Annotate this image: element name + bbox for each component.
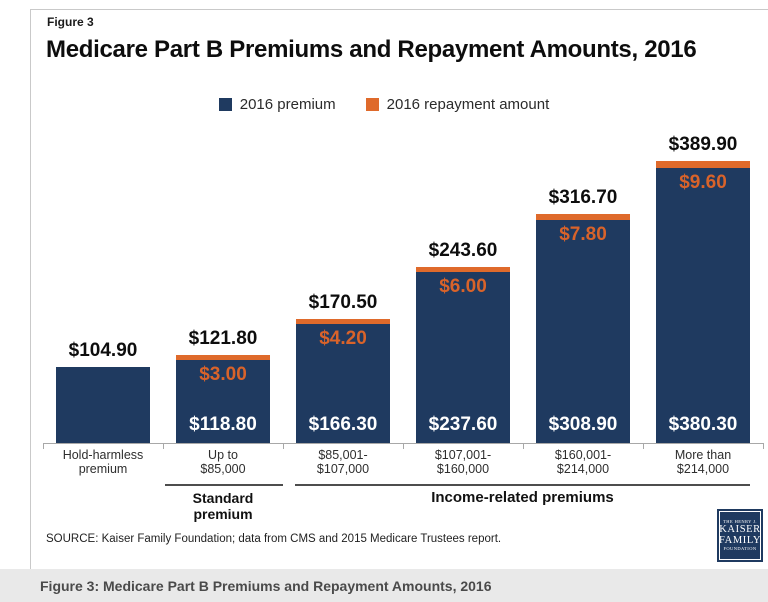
premium-bar-segment — [56, 367, 150, 443]
standard-premium-group-label: Standard premium — [192, 490, 254, 522]
premium-bar-segment — [176, 360, 270, 443]
premium-swatch-icon — [218, 98, 232, 111]
bar-premium-label: $166.30 — [308, 414, 378, 435]
income-related-group-label: Income-related premiums — [431, 489, 614, 506]
bar-total-label: $121.80 — [188, 328, 258, 349]
x-axis-category-label: $85,001- $107,000 — [316, 448, 370, 476]
repayment-bar-segment — [296, 319, 390, 324]
premium-bar-segment — [536, 220, 630, 443]
bar-repayment-label: $3.00 — [199, 364, 247, 385]
slide-top-border — [30, 9, 768, 10]
bottom-caption-text: Figure 3: Medicare Part B Premiums and R… — [40, 577, 492, 594]
bar-total-label: $104.90 — [68, 340, 138, 361]
x-axis-tick — [403, 443, 404, 449]
x-axis-tick — [763, 443, 764, 449]
kff-logo-line1: THE HENRY J. — [723, 519, 757, 524]
income-related-group-line — [295, 484, 750, 486]
x-axis-tick — [283, 443, 284, 449]
bar-repayment-label: $6.00 — [439, 276, 487, 297]
bar-premium-label: $118.80 — [189, 414, 257, 435]
x-axis-tick — [163, 443, 164, 449]
legend-item-premium: 2016 premium — [218, 96, 336, 113]
bar-repayment-label: $9.60 — [679, 172, 727, 193]
bar-total-label: $170.50 — [308, 292, 378, 313]
bar-repayment-label: $7.80 — [559, 224, 607, 245]
slide-left-border — [30, 9, 31, 569]
bar-total-label: $389.90 — [668, 134, 738, 155]
bar-premium-label: $308.90 — [548, 414, 618, 435]
premium-bar-segment — [656, 168, 750, 443]
kff-logo-line3: FAMILY — [718, 534, 762, 546]
x-axis-category-label: Up to $85,000 — [200, 448, 246, 476]
repayment-bar-segment — [176, 355, 270, 360]
bar-total-label: $243.60 — [428, 240, 498, 261]
bar-premium-label: $380.30 — [668, 414, 738, 435]
source-note: SOURCE: Kaiser Family Foundation; data f… — [46, 533, 502, 545]
x-axis-category-label: $107,001- $160,000 — [434, 448, 492, 476]
x-axis-tick — [523, 443, 524, 449]
x-axis-tick — [643, 443, 644, 449]
legend-premium-label: 2016 premium — [239, 96, 336, 113]
kaiser-family-foundation-logo: THE HENRY J. KAISER FAMILY FOUNDATION — [717, 509, 763, 562]
kff-logo-text: THE HENRY J. KAISER FAMILY FOUNDATION — [719, 511, 761, 560]
repayment-bar-segment — [416, 267, 510, 272]
repayment-swatch-icon — [365, 98, 379, 111]
repayment-bar-segment — [656, 161, 750, 168]
x-axis-category-label: More than $214,000 — [674, 448, 732, 476]
chart-title: Medicare Part B Premiums and Repayment A… — [46, 36, 697, 63]
kff-logo-line4: FOUNDATION — [723, 546, 757, 551]
legend-repayment-label: 2016 repayment amount — [386, 96, 550, 113]
chart-legend: 2016 premium 2016 repayment amount — [0, 96, 768, 113]
premium-bar-segment — [296, 324, 390, 443]
kff-logo-line2: KAISER — [719, 524, 761, 535]
x-axis-category-label: $160,001- $214,000 — [554, 448, 612, 476]
x-axis-tick — [43, 443, 44, 449]
standard-premium-group-line — [165, 484, 283, 486]
bottom-caption-bar: Figure 3: Medicare Part B Premiums and R… — [0, 569, 768, 602]
x-axis-category-label: Hold-harmless premium — [62, 448, 144, 476]
premium-bar-segment — [416, 272, 510, 443]
bar-repayment-label: $4.20 — [319, 328, 367, 349]
bar-premium-label: $237.60 — [428, 414, 498, 435]
bar-total-label: $316.70 — [548, 187, 618, 208]
legend-item-repayment: 2016 repayment amount — [365, 96, 550, 113]
figure-number-label: Figure 3 — [47, 15, 94, 29]
repayment-bar-segment — [536, 214, 630, 220]
